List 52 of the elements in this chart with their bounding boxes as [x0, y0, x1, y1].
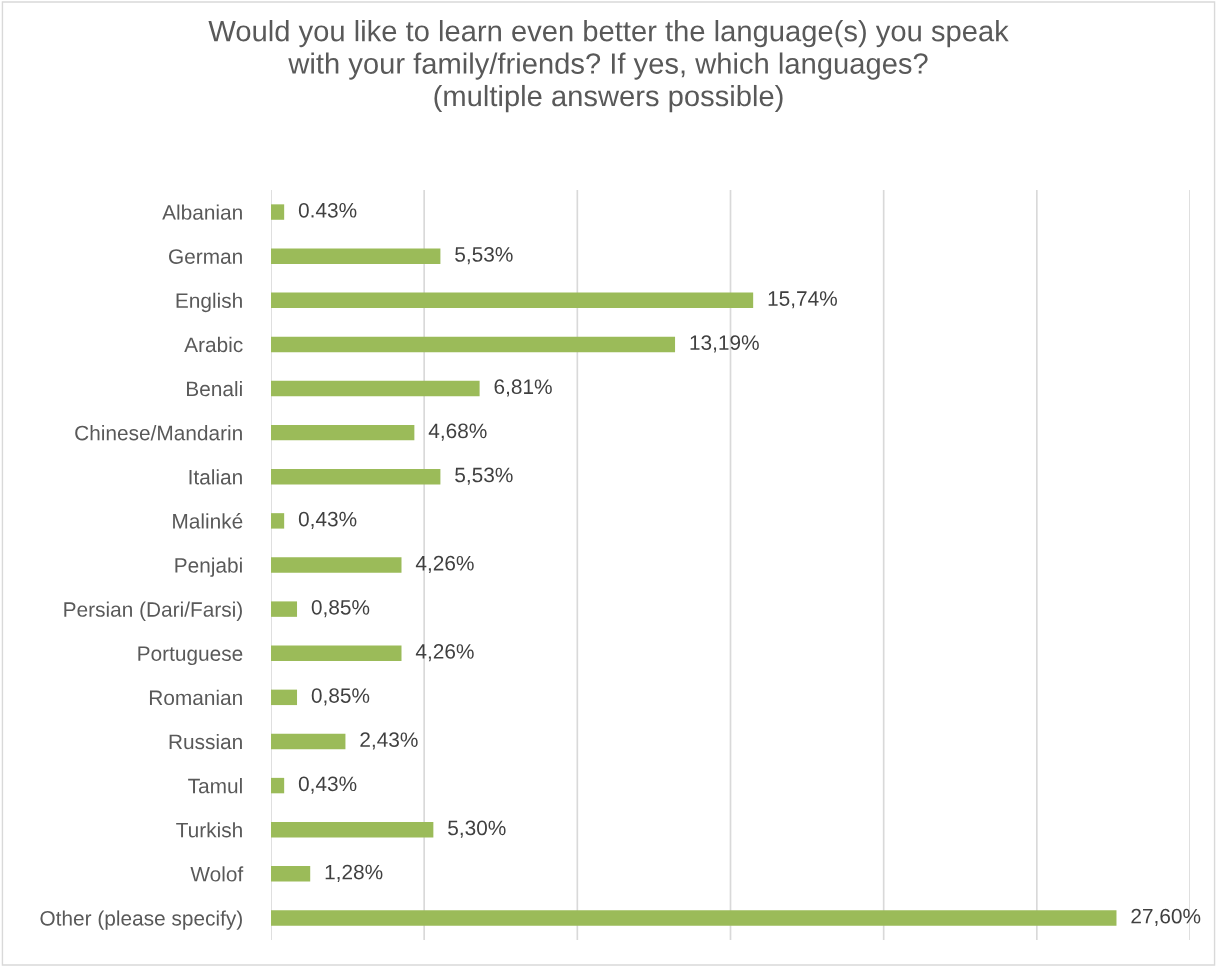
bar	[271, 866, 311, 882]
y-tick-label: Other (please specify)	[40, 910, 242, 930]
bar	[271, 777, 285, 794]
data-label: 5,53%	[455, 247, 513, 265]
y-tick-label: Penjabi	[175, 557, 242, 577]
y-tick-label: Romanian	[149, 689, 242, 706]
y-tick-label: Benali	[187, 380, 242, 397]
bar	[271, 469, 441, 485]
y-tick-label: Arabic	[184, 336, 243, 353]
y-tick-label: Albanian	[162, 204, 242, 220]
y-tick-label: Russian	[169, 733, 242, 750]
data-label: 27,60%	[1131, 908, 1201, 926]
bar	[271, 380, 480, 397]
data-label: 2,43%	[360, 732, 418, 750]
y-tick-label: Portuguese	[138, 646, 243, 666]
y-tick-label: Chinese/Mandarin	[75, 425, 242, 441]
y-tick-label: Tamul	[188, 778, 242, 794]
bar	[271, 248, 441, 264]
bar	[271, 424, 415, 441]
bar	[271, 910, 1117, 926]
y-tick-label: Italian	[189, 469, 242, 485]
data-label: 5,30%	[448, 820, 506, 838]
data-label: 13,19%	[690, 335, 759, 353]
chart-title: Would you like to learn even better the language(s) you speak with your family/friends? If yes, which languages? (multiple answers possible)	[208, 20, 1009, 113]
data-label: 0,43%	[298, 511, 357, 529]
y-tick-label: Persian (Dari/Farsi)	[64, 601, 242, 621]
y-tick-label: Malinké	[173, 513, 243, 529]
data-label: 5,53%	[455, 467, 513, 485]
data-label: 0.43%	[298, 202, 357, 218]
y-tick-label: Turkish	[176, 822, 242, 838]
bar	[271, 292, 754, 309]
bar	[271, 821, 434, 838]
data-label: 0,43%	[298, 776, 357, 794]
data-label: 4,26%	[415, 644, 474, 662]
bar	[271, 645, 402, 661]
data-label: 1,28%	[325, 864, 383, 882]
bar	[271, 689, 298, 706]
y-tick-label: English	[176, 292, 242, 313]
bar	[271, 336, 676, 353]
bar	[271, 601, 298, 617]
y-tick-label: Wolof	[190, 866, 244, 882]
bar	[271, 513, 285, 529]
data-label: 4,68%	[428, 423, 487, 441]
bar	[271, 557, 402, 573]
data-label: 4,26%	[415, 555, 474, 574]
data-label: 6,81%	[494, 379, 552, 397]
bar	[271, 204, 285, 220]
data-label: 0,85%	[311, 599, 370, 618]
data-label: 15,74%	[768, 291, 837, 309]
data-label: 0,85%	[311, 688, 370, 706]
y-tick-label: German	[169, 249, 242, 264]
bar	[271, 733, 346, 750]
